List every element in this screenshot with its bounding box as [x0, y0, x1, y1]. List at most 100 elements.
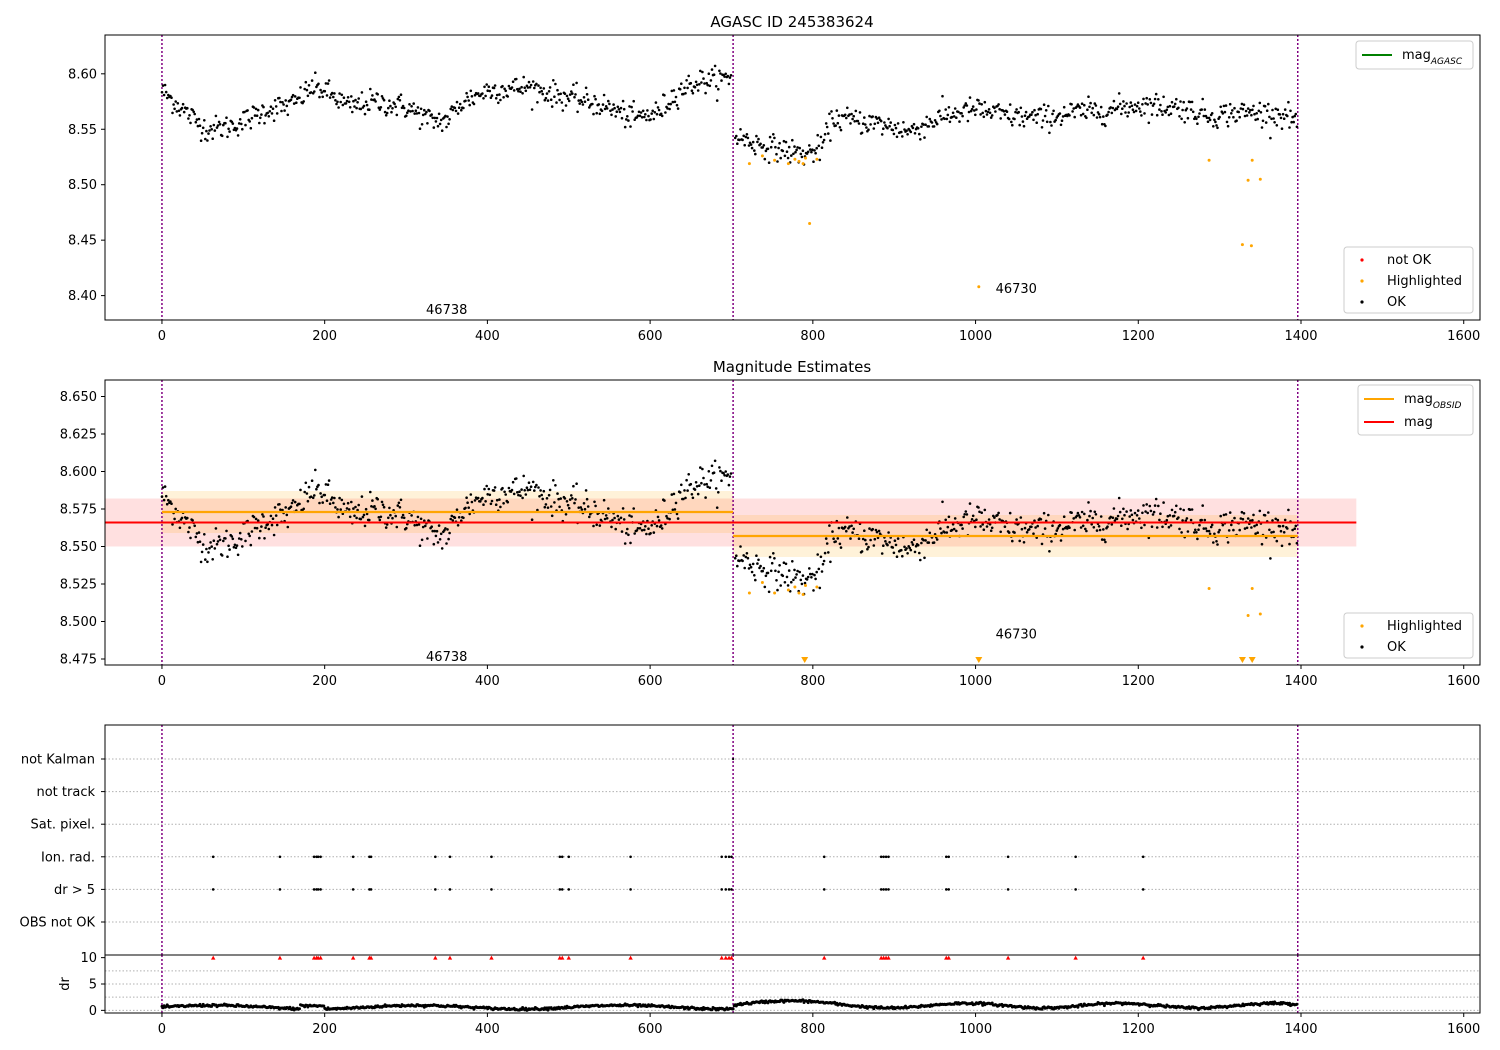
ok-point	[874, 528, 878, 532]
ok-point	[952, 115, 956, 118]
ok-point	[768, 555, 772, 559]
ok-point	[625, 118, 628, 121]
ok-point	[748, 563, 752, 567]
ok-point	[402, 106, 406, 110]
ok-point	[381, 503, 385, 507]
ok-point	[905, 129, 908, 132]
ok-point	[1099, 105, 1103, 109]
ok-point	[707, 470, 711, 473]
ok-point	[852, 114, 855, 118]
ok-point	[1202, 114, 1206, 118]
ok-point	[968, 502, 972, 505]
ok-point	[389, 513, 392, 517]
ok-point	[946, 525, 950, 529]
ok-point	[1118, 102, 1122, 106]
ok-point	[846, 516, 849, 519]
ok-point	[1078, 516, 1082, 519]
ok-point	[186, 106, 189, 110]
ok-point	[1035, 121, 1038, 124]
ok-point	[547, 90, 551, 93]
ok-point	[1106, 525, 1109, 528]
ok-point	[649, 118, 652, 121]
ok-point	[795, 573, 798, 576]
dr-gt-5-flag	[947, 888, 951, 891]
legend-marker-ok	[1360, 300, 1364, 304]
ok-point	[278, 96, 281, 100]
ok-point	[927, 125, 931, 128]
ok-point	[1078, 106, 1082, 109]
ok-point	[1102, 528, 1105, 531]
ok-point	[726, 74, 730, 78]
ok-point	[666, 107, 669, 110]
ok-point	[402, 516, 406, 520]
dr-over-limit-marker	[368, 955, 374, 960]
ok-point	[1273, 121, 1276, 124]
ok-point	[1095, 116, 1099, 119]
ok-point	[983, 508, 987, 512]
ok-point	[503, 490, 506, 494]
ok-point	[261, 513, 264, 516]
ok-point	[553, 95, 556, 98]
ok-point	[1252, 513, 1255, 517]
ok-point	[808, 567, 811, 570]
ok-point	[824, 122, 828, 125]
ok-point	[539, 489, 542, 492]
ok-point	[1251, 518, 1254, 522]
ok-point	[1202, 527, 1206, 530]
ok-point	[619, 516, 623, 520]
ok-point	[822, 138, 826, 142]
ok-point	[333, 92, 336, 95]
ok-point	[1079, 113, 1083, 117]
ok-point	[385, 523, 389, 526]
ok-point	[629, 125, 632, 128]
ok-point	[347, 508, 351, 511]
ok-point	[1291, 528, 1294, 532]
ok-point	[172, 103, 175, 106]
ok-point	[1058, 112, 1062, 115]
ok-point	[667, 102, 670, 106]
flag-label: not track	[36, 785, 95, 800]
ok-point	[927, 541, 931, 544]
ok-point	[494, 97, 498, 100]
ok-point	[690, 493, 694, 496]
ok-point	[401, 104, 405, 108]
ok-point	[643, 528, 646, 532]
dr-over-limit-marker	[729, 955, 734, 960]
ok-point	[1155, 526, 1159, 529]
ok-point	[698, 484, 701, 488]
ok-point	[1218, 115, 1221, 119]
ok-point	[368, 108, 371, 111]
ok-point	[250, 530, 254, 533]
ok-point	[595, 111, 598, 115]
ok-point	[1173, 510, 1177, 514]
ok-point	[197, 117, 201, 121]
ok-point	[1295, 125, 1299, 129]
ok-point	[320, 495, 324, 499]
ok-point	[1152, 102, 1156, 106]
ok-point	[809, 572, 812, 576]
ok-point	[450, 105, 454, 108]
ok-point	[649, 532, 652, 535]
ok-point	[326, 82, 330, 85]
ok-point	[684, 92, 687, 95]
ok-point	[1175, 504, 1178, 508]
ok-point	[533, 489, 536, 492]
ok-point	[163, 83, 167, 87]
ok-point	[584, 489, 588, 492]
ok-point	[177, 109, 181, 113]
ok-point	[273, 506, 277, 509]
ok-point	[281, 508, 284, 512]
ok-point	[609, 109, 612, 113]
ok-point	[552, 479, 555, 482]
ok-point	[275, 523, 279, 527]
x-tick-label: 0	[158, 674, 166, 689]
ok-point	[818, 158, 822, 162]
ok-point	[1276, 108, 1280, 111]
ok-point	[685, 478, 688, 482]
ok-point	[1086, 518, 1089, 522]
ok-point	[362, 513, 366, 517]
ok-point	[1243, 527, 1247, 530]
ok-point	[244, 539, 247, 543]
ok-point	[871, 115, 874, 118]
ok-point	[464, 506, 467, 510]
